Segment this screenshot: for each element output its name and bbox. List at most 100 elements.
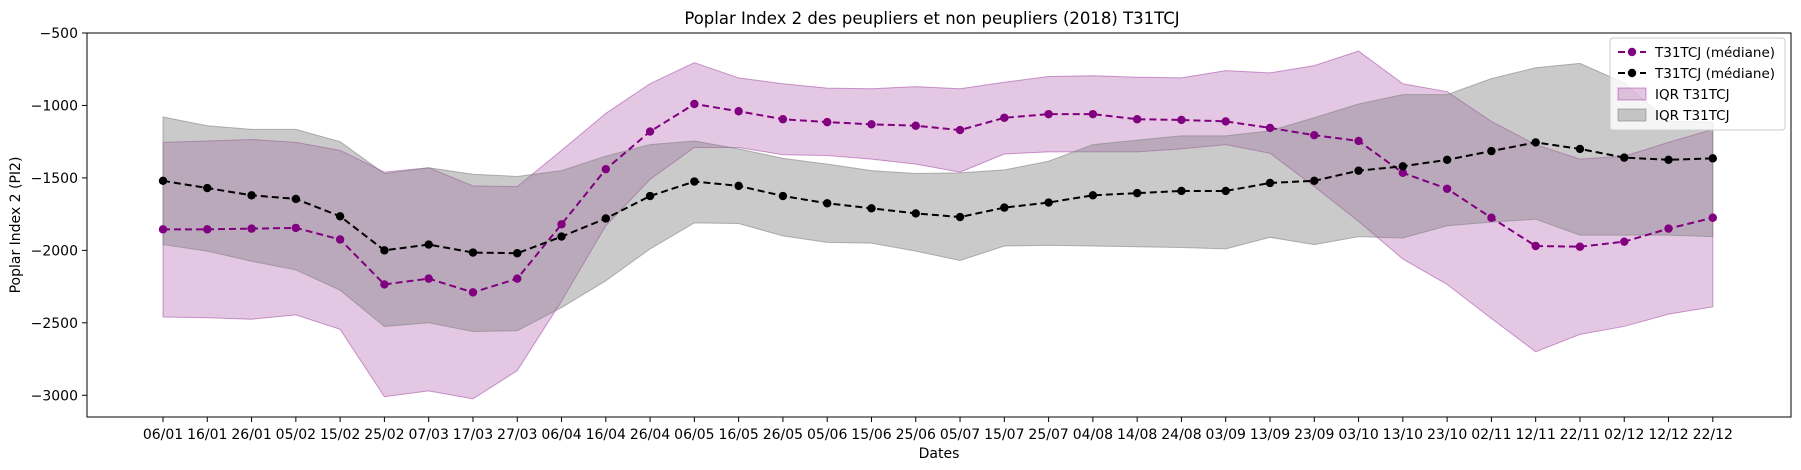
median-point-1-9 — [557, 232, 566, 241]
x-tick-label: 25/07 — [1028, 427, 1068, 443]
x-tick-label: 06/04 — [541, 427, 581, 443]
median-point-1-33 — [1620, 153, 1629, 162]
median-point-1-26 — [1310, 176, 1319, 186]
median-point-1-6 — [424, 240, 433, 249]
median-point-0-12 — [690, 99, 699, 109]
median-point-0-2 — [247, 224, 256, 233]
median-point-0-11 — [645, 127, 655, 136]
x-tick-label: 06/05 — [674, 427, 714, 443]
x-tick-label: 16/04 — [586, 427, 626, 443]
median-point-1-5 — [380, 246, 389, 255]
median-point-0-27 — [1354, 136, 1363, 146]
x-tick-label: 15/07 — [984, 427, 1024, 443]
median-point-0-15 — [823, 117, 832, 127]
median-point-0-10 — [601, 165, 610, 174]
x-axis-title: Dates — [919, 446, 960, 462]
iqr-band-2 — [162, 50, 1714, 400]
median-point-0-16 — [867, 120, 876, 129]
median-point-1-29 — [1442, 155, 1452, 164]
x-tick-label: 17/03 — [453, 427, 493, 443]
median-point-1-10 — [601, 214, 610, 223]
median-point-1-23 — [1177, 186, 1186, 196]
median-point-1-3 — [291, 194, 301, 204]
median-point-0-33 — [1620, 237, 1629, 246]
x-tick-label: 25/06 — [896, 427, 936, 443]
x-tick-label: 02/12 — [1604, 427, 1644, 443]
median-point-0-31 — [1531, 241, 1540, 251]
x-tick-label: 05/02 — [276, 427, 316, 443]
x-tick-label: 12/12 — [1648, 427, 1688, 443]
median-point-0-14 — [778, 115, 788, 124]
x-tick-label: 15/02 — [320, 427, 360, 443]
median-point-1-20 — [1044, 198, 1053, 207]
median-point-0-8 — [513, 274, 522, 283]
median-point-0-24 — [1221, 117, 1230, 126]
x-tick-label: 25/02 — [364, 427, 404, 443]
median-point-1-16 — [867, 204, 876, 213]
x-tick-label: 27/03 — [497, 427, 537, 443]
median-line-1 — [162, 141, 1713, 255]
legend-label: T31TCJ (médiane) — [1654, 66, 1775, 82]
legend-box — [1609, 37, 1786, 131]
median-point-1-28 — [1398, 162, 1408, 171]
median-point-1-19 — [1000, 203, 1009, 212]
y-axis-title: Poplar Index 2 (PI2) — [8, 157, 24, 294]
axes — [86, 32, 1792, 418]
median-point-1-13 — [734, 181, 743, 191]
x-tick-label: 03/10 — [1338, 427, 1378, 443]
median-point-0-29 — [1442, 184, 1452, 193]
chart-title: Poplar Index 2 des peupliers et non peup… — [684, 9, 1179, 28]
median-point-0-0 — [158, 225, 168, 234]
y-tick-label: −1000 — [31, 98, 78, 114]
y-tick-label: −2000 — [31, 243, 78, 259]
legend-band-swatch — [1617, 108, 1647, 122]
median-point-0-7 — [468, 288, 478, 297]
x-tick-label: 02/11 — [1471, 427, 1511, 443]
median-point-0-21 — [1088, 109, 1098, 119]
median-lines — [158, 99, 1718, 297]
median-point-1-24 — [1221, 186, 1230, 196]
median-point-1-18 — [955, 212, 965, 222]
median-point-1-32 — [1575, 144, 1585, 154]
x-tick-label: 05/07 — [940, 427, 980, 443]
median-point-0-6 — [424, 274, 433, 283]
x-tick-label: 23/09 — [1294, 427, 1334, 443]
x-tick-label: 26/01 — [231, 427, 271, 443]
x-tick-label: 16/05 — [718, 427, 758, 443]
median-point-1-12 — [690, 177, 699, 186]
median-point-0-23 — [1177, 115, 1186, 125]
iqr-bands — [162, 50, 1714, 400]
iqr-band-3 — [162, 62, 1714, 333]
median-point-1-7 — [468, 248, 478, 257]
median-point-1-2 — [247, 191, 256, 200]
median-point-0-17 — [911, 121, 920, 130]
x-tick-label: 03/09 — [1206, 427, 1246, 443]
x-tick-label: 16/01 — [187, 427, 227, 443]
median-point-1-27 — [1354, 166, 1363, 175]
median-point-1-11 — [645, 191, 655, 201]
median-point-1-8 — [513, 249, 522, 258]
x-tick-label: 23/10 — [1427, 427, 1467, 443]
x-tick-label: 06/01 — [143, 427, 183, 443]
y-tick-label: −3000 — [31, 388, 78, 404]
legend-band-swatch — [1617, 87, 1647, 101]
x-tick-label: 26/05 — [763, 427, 803, 443]
median-point-1-22 — [1132, 188, 1142, 198]
x-tick-label: 07/03 — [409, 427, 449, 443]
median-point-0-30 — [1487, 213, 1496, 222]
median-point-0-34 — [1664, 224, 1673, 233]
x-tick-label: 05/06 — [807, 427, 847, 443]
legend-label: T31TCJ (médiane) — [1654, 45, 1775, 61]
median-line-0 — [163, 102, 1714, 294]
median-point-0-13 — [734, 107, 743, 116]
median-point-1-0 — [158, 176, 168, 186]
legend: T31TCJ (médiane) T31TCJ (médiane) IQR T31T… — [1609, 37, 1786, 131]
median-point-1-1 — [203, 183, 212, 193]
x-tick-label: 26/04 — [630, 427, 670, 443]
median-point-1-34 — [1664, 155, 1673, 164]
median-point-1-17 — [911, 209, 920, 218]
legend-marker — [1627, 47, 1637, 57]
median-point-0-22 — [1132, 115, 1142, 124]
plot-frame — [86, 32, 1792, 418]
